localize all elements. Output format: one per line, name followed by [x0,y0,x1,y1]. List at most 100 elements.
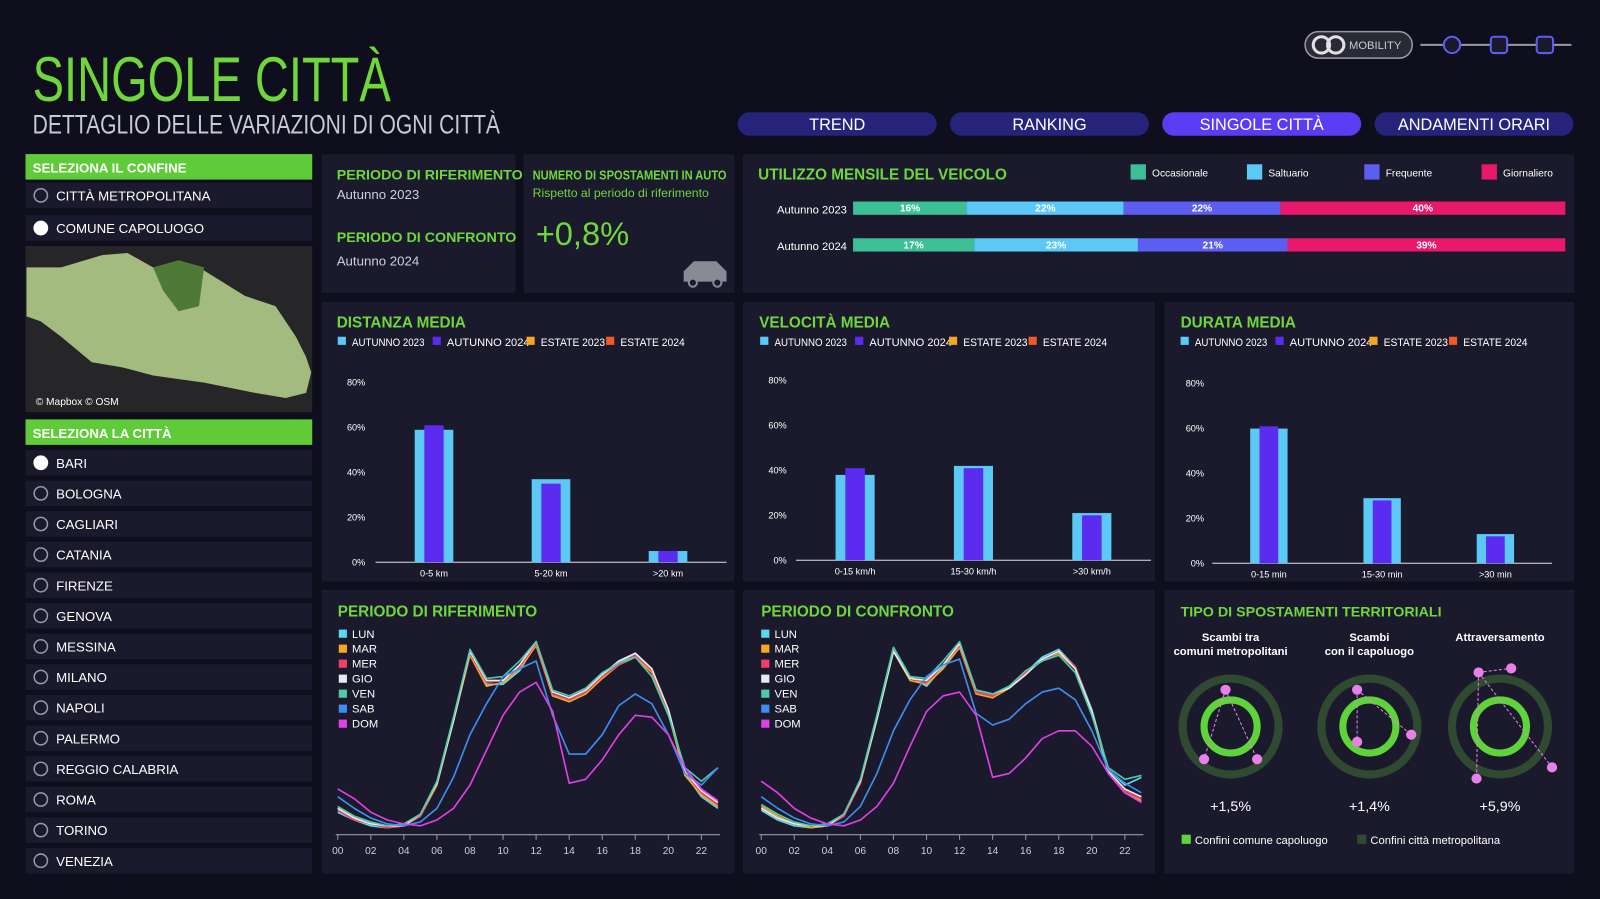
chart-title: PERIODO DI RIFERIMENTO [338,603,538,620]
nav-label[interactable]: RANKING [1012,116,1086,134]
social-icon[interactable] [1489,35,1509,55]
kpi-subtitle: Rispetto al periodo di riferimento [533,186,709,200]
option-label[interactable]: ROMA [56,793,96,808]
radio[interactable] [33,485,49,501]
legend-swatch [761,689,770,698]
option-row[interactable] [25,603,313,629]
option-label[interactable]: CAGLIARI [56,517,118,532]
option-row[interactable] [25,725,313,752]
option-row[interactable] [25,541,313,568]
nav-button[interactable] [949,112,1149,136]
legend-swatch [760,336,769,345]
radio[interactable] [33,577,49,593]
option-label[interactable]: MILANO [56,670,107,685]
legend-swatch [761,704,770,713]
option-label[interactable]: FIRENZE [56,578,113,593]
legend-label: AUTUNNO 2023 [1195,337,1267,349]
section-title: SELEZIONA IL CONFINE [33,160,187,175]
nav-button[interactable] [1162,112,1362,136]
legend-swatch [1130,164,1146,180]
radio[interactable] [33,822,49,838]
radio[interactable] [33,220,49,236]
option-label[interactable]: BARI [56,456,87,471]
option-label[interactable]: CATANIA [56,548,112,563]
nav-label[interactable]: SINGOLE CITTÀ [1200,115,1324,134]
bar [1372,500,1392,564]
option-row[interactable] [25,215,313,241]
option-label[interactable]: CITTÀ METROPOLITANA [56,189,211,204]
radio[interactable] [33,639,49,654]
legend-label: Confini città metropolitana [1370,835,1500,847]
option-label[interactable]: COMUNE CAPOLUOGO [56,221,204,236]
option-label[interactable]: TORINO [56,823,107,838]
option-label[interactable]: NAPOLI [56,701,105,716]
bar-segment [1137,238,1288,252]
nav-label[interactable]: TREND [809,116,865,134]
data-label: 22% [1035,204,1055,215]
legend-label: Occasionale [1152,169,1208,180]
legend-swatch [1275,336,1284,345]
x-tick-label: 22 [696,846,708,857]
option-row[interactable] [25,511,313,537]
x-tick-label: 15-30 km/h [951,566,997,576]
flow-dot [1471,773,1482,784]
radio[interactable] [33,188,49,203]
nav-button[interactable] [737,112,937,136]
option-label[interactable]: BOLOGNA [56,486,122,501]
radio[interactable] [33,761,49,777]
radio[interactable] [33,608,49,624]
data-label: 21% [1203,240,1223,251]
x-tick-label: 15-30 min [1362,570,1403,580]
option-row[interactable] [25,694,313,721]
legend-label: Saltuario [1268,169,1309,180]
bar-segment [853,238,975,252]
x-tick-label: >30 min [1479,570,1512,580]
legend-swatch [761,644,770,653]
legend-label: GIO [352,674,373,686]
option-label[interactable]: GENOVA [56,609,112,624]
panel-title: TIPO DI SPOSTAMENTI TERRITORIALI [1181,604,1442,620]
x-tick-label: 14 [564,846,576,857]
radio[interactable] [33,730,49,746]
radio[interactable] [33,547,49,562]
option-label[interactable]: PALERMO [56,731,120,746]
option-row[interactable] [25,633,313,660]
social-icon[interactable] [1535,35,1555,55]
flow-arrow [1356,689,1412,736]
option-row[interactable] [25,664,313,690]
flow-label: comuni metropolitani [1174,646,1288,658]
social-icon[interactable] [1442,35,1462,55]
option-row[interactable] [25,847,313,874]
radio[interactable] [33,669,49,685]
radio[interactable] [33,700,49,716]
option-row[interactable] [25,817,313,843]
option-row[interactable] [25,449,313,476]
chart-title: DISTANZA MEDIA [337,315,466,332]
option-label[interactable]: MESSINA [56,640,116,655]
chart-title: PERIODO DI CONFRONTO [761,603,954,620]
x-tick-label: 12 [530,846,542,857]
map-area [26,253,312,398]
x-tick-label: 0-5 km [420,569,448,579]
bar [541,483,561,563]
legend-label: VEN [774,689,797,701]
legend-label: AUTUNNO 2023 [352,337,424,349]
radio[interactable] [33,853,49,869]
radio[interactable] [33,516,49,532]
y-tick-label: 40% [347,468,365,478]
legend-swatch [1180,336,1189,345]
radio[interactable] [33,455,49,471]
y-tick-label: 40% [768,465,786,475]
option-label[interactable]: VENEZIA [56,854,113,869]
option-label[interactable]: REGGIO CALABRIA [56,762,178,777]
radio[interactable] [33,792,49,807]
legend-swatch [1357,834,1367,844]
option-row[interactable] [25,572,313,598]
nav-label[interactable]: ANDAMENTI ORARI [1398,116,1550,134]
legend-label: ESTATE 2024 [1043,337,1107,349]
option-row[interactable] [25,182,313,209]
option-row[interactable] [25,756,313,782]
option-row[interactable] [25,786,313,813]
nav-button[interactable] [1374,112,1574,136]
option-row[interactable] [25,480,313,507]
